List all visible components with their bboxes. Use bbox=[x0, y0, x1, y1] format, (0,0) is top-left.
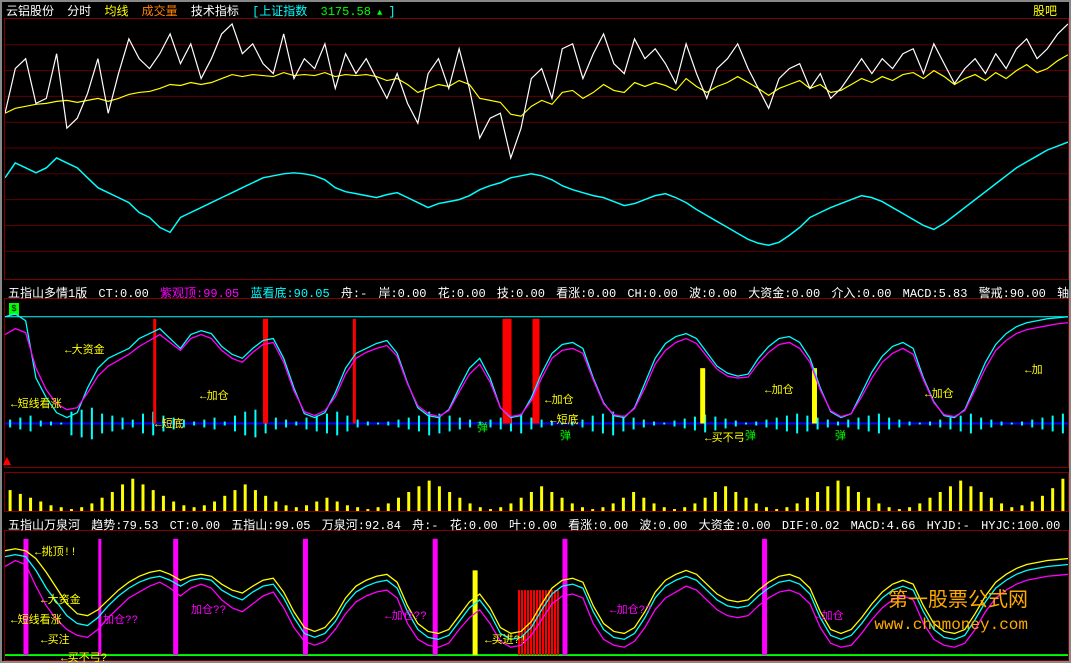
chart-annotation: ←大资金 bbox=[41, 591, 81, 607]
chart-annotation: ←加仓 bbox=[765, 381, 794, 397]
chart-annotation: ←加仓 bbox=[815, 607, 844, 623]
chart-annotation: ←买不弓 bbox=[705, 429, 745, 445]
index-value: 3175.58 bbox=[321, 5, 371, 19]
stock-name[interactable]: 云铝股份 bbox=[6, 5, 54, 19]
chart-annotation: 弹 bbox=[835, 427, 846, 443]
tab-vol[interactable]: 成交量 bbox=[142, 5, 178, 19]
chart-annotation: ←加仓?? bbox=[385, 607, 427, 623]
indicator1-panel[interactable]: $ ←大资金←短线看涨←短底←加仓弹←加仓←短底弹←买不弓弹←加仓弹←加仓←加 bbox=[4, 298, 1069, 468]
chart-annotation: ←加仓 bbox=[200, 387, 229, 403]
price-panel[interactable] bbox=[4, 18, 1069, 280]
chart-annotation: ←加仓?? bbox=[610, 601, 652, 617]
watermark-text: 第一股票公式网 bbox=[888, 583, 1028, 612]
chart-header: 云铝股份 分时 均线 成交量 技术指标 [上证指数 3175.58▲] 股吧 bbox=[6, 2, 1069, 18]
indicator2-panel[interactable]: 第一股票公式网 www.chnmoney.com ←挑顶!! ←大资金 ←短线看涨 ←… bbox=[4, 530, 1069, 661]
chart-annotation: 弹 bbox=[477, 419, 488, 435]
chart-annotation: ←短线看涨 bbox=[11, 395, 62, 411]
histogram-panel[interactable] bbox=[4, 472, 1069, 512]
chart-annotation: ←加 bbox=[1025, 361, 1043, 377]
tab-fenshi[interactable]: 分时 bbox=[67, 5, 91, 19]
chart-annotation: ←买进?! bbox=[485, 631, 527, 647]
chart-annotation: ←买注 bbox=[41, 631, 70, 647]
chart-annotation: 加仓?? bbox=[103, 611, 138, 627]
guba-link[interactable]: 股吧 bbox=[1033, 2, 1057, 19]
indicator2-title: 五指山万泉河 趋势:79.53 CT:0.00 五指山:99.05 万泉河:92… bbox=[4, 516, 1069, 530]
tab-tech[interactable]: 技术指标 bbox=[191, 5, 239, 19]
chart-annotation: ←短线看涨 bbox=[11, 611, 62, 627]
stock-chart-root: 云铝股份 分时 均线 成交量 技术指标 [上证指数 3175.58▲] 股吧 五… bbox=[0, 0, 1071, 663]
chart-annotation: 弹 bbox=[560, 427, 571, 443]
tab-ma[interactable]: 均线 bbox=[104, 5, 128, 19]
chart-annotation: ←买不弓? bbox=[61, 649, 107, 663]
indicator1-title: 五指山多情1版 CT:0.00 紫观顶:99.05 蓝看底:90.05 舟:- … bbox=[4, 284, 1069, 298]
watermark-url: www.chnmoney.com bbox=[874, 616, 1028, 634]
chart-annotation: ←挑顶!! bbox=[35, 543, 77, 559]
chart-annotation: ←短底 bbox=[155, 415, 184, 431]
index-name[interactable]: 上证指数 bbox=[259, 5, 307, 19]
chart-annotation: ←大资金 bbox=[65, 341, 105, 357]
chart-annotation: ←加仓 bbox=[925, 385, 954, 401]
chart-annotation: 加仓?? bbox=[191, 601, 226, 617]
index-arrow: ▲ bbox=[377, 8, 382, 18]
chart-annotation: ←短底 bbox=[550, 411, 579, 427]
chart-annotation: ←加仓 bbox=[545, 391, 574, 407]
chart-annotation: 弹 bbox=[745, 427, 756, 443]
